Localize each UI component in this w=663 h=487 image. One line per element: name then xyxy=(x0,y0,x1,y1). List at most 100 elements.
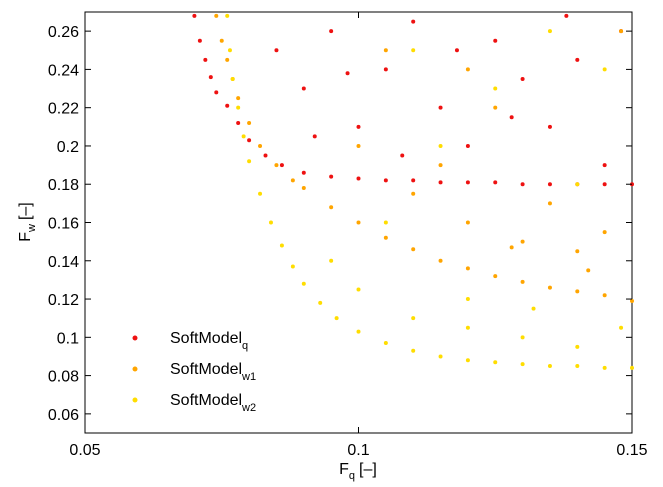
point xyxy=(383,341,388,346)
point xyxy=(547,124,552,129)
point xyxy=(356,124,361,129)
axes: 0.05 0.1 0.15 0.06 0.08 0.1 0.12 0.14 0.16 0.18 0.… xyxy=(48,12,648,459)
point xyxy=(630,365,634,370)
point xyxy=(619,29,624,34)
point xyxy=(329,174,334,179)
point xyxy=(411,48,416,53)
point xyxy=(520,76,525,81)
point xyxy=(438,180,443,185)
point xyxy=(274,48,279,53)
point xyxy=(493,180,498,185)
point xyxy=(383,67,388,72)
point xyxy=(290,264,295,269)
point xyxy=(411,348,416,353)
legend-name: SoftModel xyxy=(170,330,242,347)
legend-label: SoftModelw2 xyxy=(170,392,256,414)
y-tick-label: 0.22 xyxy=(48,101,79,118)
point xyxy=(547,285,552,290)
point xyxy=(225,57,230,62)
point xyxy=(520,335,525,340)
y-tick-label: 0.14 xyxy=(48,254,79,271)
point xyxy=(227,48,232,53)
point xyxy=(318,300,323,305)
point xyxy=(602,230,607,235)
y-tick-label: 0.16 xyxy=(48,216,79,233)
point xyxy=(411,178,416,183)
point xyxy=(383,220,388,225)
legend-label: SoftModelq xyxy=(170,330,248,352)
point xyxy=(312,134,317,139)
point xyxy=(575,57,580,62)
y-tick-label: 0.26 xyxy=(48,24,79,41)
legend-name: SoftModel xyxy=(170,392,242,409)
point xyxy=(575,364,580,369)
point xyxy=(547,201,552,206)
point xyxy=(329,29,334,34)
point xyxy=(602,293,607,298)
point xyxy=(493,38,498,43)
y-tick-label: 0.1 xyxy=(57,330,79,347)
point xyxy=(465,297,470,302)
point xyxy=(547,182,552,187)
point xyxy=(465,325,470,330)
point xyxy=(411,316,416,321)
point xyxy=(329,258,334,263)
point xyxy=(258,191,263,196)
point xyxy=(241,134,246,139)
point xyxy=(438,258,443,263)
point xyxy=(619,325,624,330)
point xyxy=(236,120,241,125)
point xyxy=(509,115,514,120)
point xyxy=(411,191,416,196)
point xyxy=(602,163,607,168)
legend-label: SoftModelw1 xyxy=(170,361,256,383)
x-tick-label: 0.1 xyxy=(347,442,369,459)
point xyxy=(438,143,443,148)
point xyxy=(465,266,470,271)
point xyxy=(236,105,241,110)
point xyxy=(219,38,224,43)
point xyxy=(236,96,241,101)
legend-marker xyxy=(132,335,138,341)
point xyxy=(454,48,459,53)
point xyxy=(301,186,306,191)
y-tick-label: 0.08 xyxy=(48,369,79,386)
point xyxy=(411,247,416,252)
x-tick-label: 0.15 xyxy=(616,442,647,459)
point xyxy=(493,86,498,91)
y-axis-label: Fw[–] xyxy=(17,202,38,242)
point xyxy=(214,13,219,18)
point xyxy=(438,354,443,359)
legend-sub: w2 xyxy=(241,402,256,414)
point xyxy=(564,13,569,18)
x-tick-label: 0.05 xyxy=(69,442,100,459)
point xyxy=(400,153,405,158)
legend-marker xyxy=(132,366,138,372)
point xyxy=(356,329,361,334)
legend-name: SoftModel xyxy=(170,361,242,378)
point xyxy=(438,105,443,110)
point xyxy=(345,71,350,76)
point xyxy=(465,67,470,72)
point xyxy=(602,365,607,370)
point xyxy=(520,239,525,244)
point xyxy=(258,143,263,148)
point xyxy=(247,138,252,143)
point xyxy=(268,220,273,225)
point xyxy=(411,19,416,24)
point xyxy=(575,344,580,349)
x-axis-label: Fq [–] xyxy=(339,461,377,482)
marks xyxy=(192,13,634,370)
point xyxy=(290,178,295,183)
point xyxy=(465,143,470,148)
point xyxy=(274,163,279,168)
point xyxy=(493,105,498,110)
point xyxy=(383,235,388,240)
point xyxy=(301,281,306,286)
y-tick-label: 0.06 xyxy=(48,407,79,424)
point xyxy=(465,180,470,185)
y-tick-label: 0.18 xyxy=(48,177,79,194)
point xyxy=(356,143,361,148)
point xyxy=(493,360,498,365)
